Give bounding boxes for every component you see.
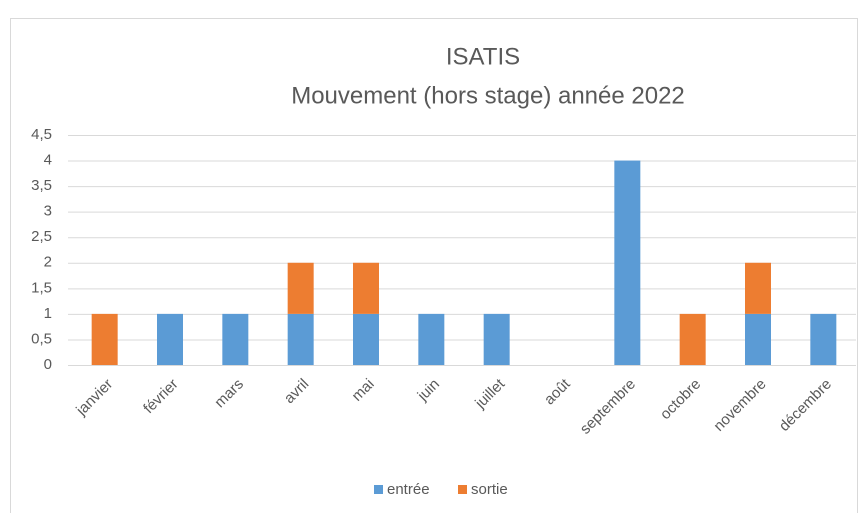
y-tick-label: 2	[44, 254, 52, 271]
legend-label: entrée	[387, 481, 430, 498]
bar	[287, 262, 314, 314]
y-tick-label: 0	[44, 356, 52, 373]
bar	[679, 313, 706, 365]
y-tick-label: 3	[44, 203, 52, 220]
chart-frame	[10, 18, 858, 513]
y-tick-label: 1	[44, 305, 52, 322]
bar	[353, 262, 379, 314]
bar	[418, 313, 445, 365]
y-tick-label: 3,5	[31, 177, 52, 194]
legend-label: sortie	[471, 481, 508, 498]
bar	[745, 313, 771, 365]
y-tick-label: 4	[44, 152, 52, 169]
y-tick-label: 4,5	[31, 126, 52, 143]
y-tick-label: 2,5	[31, 228, 52, 245]
bar	[810, 313, 837, 365]
bar	[287, 313, 314, 365]
bar	[614, 160, 641, 365]
bar	[483, 313, 510, 365]
legend-swatch	[374, 485, 383, 494]
chart-subtitle: Mouvement (hors stage) année 2022	[291, 82, 685, 109]
bar	[745, 262, 771, 314]
chart-title: ISATIS	[446, 43, 520, 70]
legend-swatch	[458, 485, 467, 494]
y-tick-label: 1,5	[31, 279, 52, 296]
bar	[353, 313, 379, 365]
bar	[91, 313, 118, 365]
y-tick-label: 0,5	[31, 330, 52, 347]
bar	[222, 313, 249, 365]
bar	[157, 313, 183, 365]
